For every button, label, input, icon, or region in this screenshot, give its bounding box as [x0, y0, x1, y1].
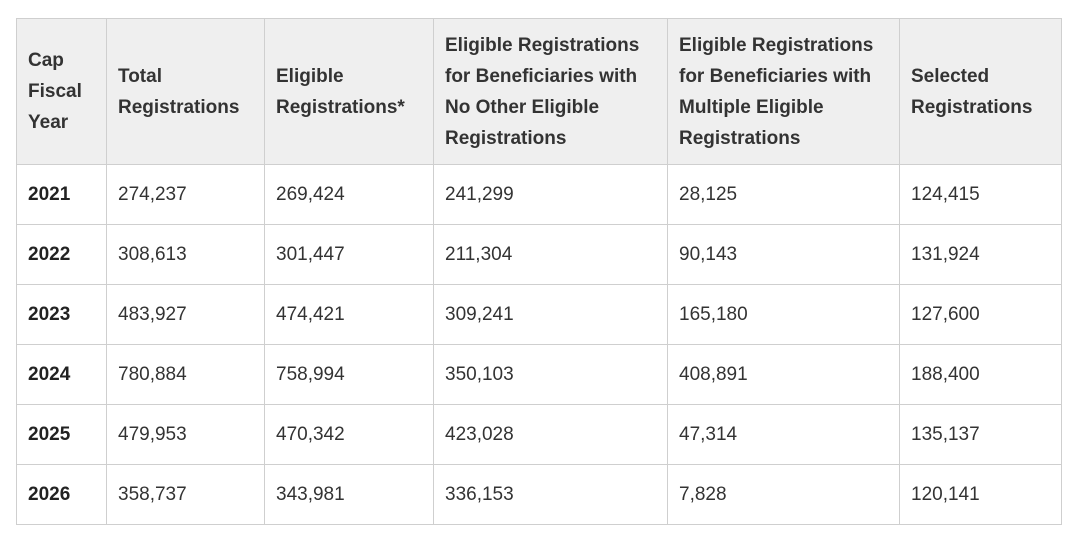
- cell-eligible-no-other: 241,299: [433, 164, 668, 225]
- table-row: 2021 274,237 269,424 241,299 28,125 124,…: [16, 164, 1062, 225]
- cell-eligible: 758,994: [264, 344, 434, 405]
- cell-eligible-no-other: 336,153: [433, 464, 668, 525]
- cell-total: 479,953: [106, 404, 265, 465]
- registrations-table: Cap Fiscal Year Total Registrations Eligibl…: [16, 18, 1062, 525]
- cell-eligible-multiple: 90,143: [667, 224, 900, 285]
- cell-year: 2024: [16, 344, 107, 405]
- cell-eligible: 474,421: [264, 284, 434, 345]
- cell-eligible-no-other: 211,304: [433, 224, 668, 285]
- cell-eligible-multiple: 28,125: [667, 164, 900, 225]
- cell-year: 2022: [16, 224, 107, 285]
- cell-total: 308,613: [106, 224, 265, 285]
- cell-selected: 120,141: [899, 464, 1062, 525]
- cell-selected: 131,924: [899, 224, 1062, 285]
- table-row: 2025 479,953 470,342 423,028 47,314 135,…: [16, 404, 1062, 465]
- header-row: Cap Fiscal Year Total Registrations Eligibl…: [16, 18, 1062, 165]
- cell-total: 358,737: [106, 464, 265, 525]
- cell-eligible-multiple: 7,828: [667, 464, 900, 525]
- cell-eligible-no-other: 309,241: [433, 284, 668, 345]
- cell-year: 2026: [16, 464, 107, 525]
- cell-eligible-multiple: 47,314: [667, 404, 900, 465]
- cell-selected: 188,400: [899, 344, 1062, 405]
- cell-eligible-no-other: 423,028: [433, 404, 668, 465]
- header-eligible-multiple: Eligible Registrations for Beneficiaries …: [667, 18, 900, 165]
- table-row: 2024 780,884 758,994 350,103 408,891 188…: [16, 344, 1062, 405]
- cell-total: 483,927: [106, 284, 265, 345]
- cell-selected: 135,137: [899, 404, 1062, 465]
- table-body: 2021 274,237 269,424 241,299 28,125 124,…: [16, 164, 1062, 525]
- header-cap-fiscal-year: Cap Fiscal Year: [16, 18, 107, 165]
- cell-year: 2025: [16, 404, 107, 465]
- cell-eligible: 343,981: [264, 464, 434, 525]
- cell-selected: 124,415: [899, 164, 1062, 225]
- header-selected-registrations: Selected Registrations: [899, 18, 1062, 165]
- cell-eligible: 470,342: [264, 404, 434, 465]
- table-row: 2022 308,613 301,447 211,304 90,143 131,…: [16, 224, 1062, 285]
- header-eligible-no-other: Eligible Registrations for Beneficiaries …: [433, 18, 668, 165]
- cell-year: 2021: [16, 164, 107, 225]
- header-eligible-registrations: Eligible Registrations*: [264, 18, 434, 165]
- header-total-registrations: Total Registrations: [106, 18, 265, 165]
- table-row: 2026 358,737 343,981 336,153 7,828 120,1…: [16, 464, 1062, 525]
- cell-selected: 127,600: [899, 284, 1062, 345]
- cell-total: 780,884: [106, 344, 265, 405]
- table-row: 2023 483,927 474,421 309,241 165,180 127…: [16, 284, 1062, 345]
- table-header: Cap Fiscal Year Total Registrations Eligibl…: [16, 18, 1062, 165]
- cell-eligible-multiple: 165,180: [667, 284, 900, 345]
- cell-eligible-no-other: 350,103: [433, 344, 668, 405]
- registrations-table-wrapper: Cap Fiscal Year Total Registrations Eligibl…: [16, 18, 1062, 525]
- cell-eligible: 269,424: [264, 164, 434, 225]
- cell-eligible-multiple: 408,891: [667, 344, 900, 405]
- cell-year: 2023: [16, 284, 107, 345]
- cell-total: 274,237: [106, 164, 265, 225]
- cell-eligible: 301,447: [264, 224, 434, 285]
